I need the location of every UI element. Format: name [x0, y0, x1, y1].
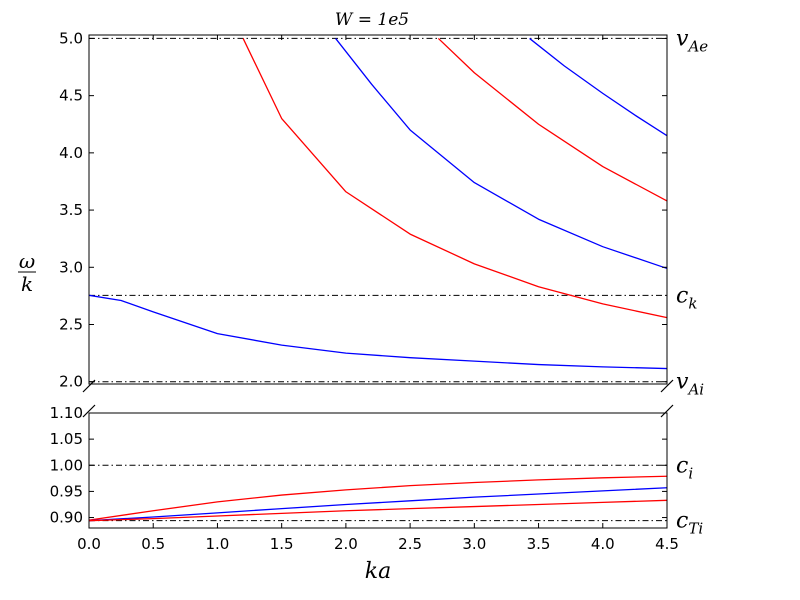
ref-label-sub: i [688, 464, 693, 482]
upper-ytick-label: 2.5 [59, 315, 83, 333]
upper-ytick-label: 3.5 [59, 201, 83, 219]
upper-panel: 2.0 2.5 3.0 3.5 4.0 4.5 5.0 [59, 29, 668, 391]
upper-panel-frame [88, 34, 668, 385]
lower-panel: 0.90 0.95 1.00 1.05 1.10 [50, 404, 668, 529]
ref-label-sub: Ti [688, 520, 703, 538]
series-line-1 [242, 38, 668, 319]
ref-label-sub: Ai [686, 381, 704, 399]
series-line-6 [88, 475, 668, 521]
ref-label-v-ae: vAe [676, 26, 708, 55]
lower-panel-frame [88, 412, 668, 529]
upper-ytick-label: 4.0 [59, 144, 83, 162]
lower-ytick-label: 0.90 [50, 509, 83, 527]
xtick-label: 2.5 [398, 535, 422, 553]
upper-ytick-label: 5.0 [59, 29, 83, 47]
ref-label-main: v [676, 370, 689, 395]
y-label-denominator: k [21, 272, 33, 296]
ref-label-c-k: ck [676, 283, 697, 312]
xtick-label: 4.5 [655, 535, 679, 553]
chart-title: W = 1e5 [335, 10, 409, 30]
y-axis-label: ω k [18, 249, 36, 296]
upper-ytick-label: 4.5 [59, 87, 83, 105]
lower-ytick-label: 1.00 [50, 456, 83, 474]
series-line-4 [529, 37, 668, 137]
xtick-label: 0.0 [77, 535, 101, 553]
lower-ytick-label: 1.05 [50, 430, 83, 448]
y-label-numerator: ω [19, 249, 35, 273]
ref-label-main: c [676, 509, 688, 534]
ref-label-c-ti: cTi [676, 509, 703, 538]
break-mark-left-top [82, 379, 96, 393]
ref-label-sub: Ae [686, 37, 708, 55]
ref-label-main: c [676, 453, 688, 478]
xtick-label: 1.0 [206, 535, 230, 553]
xtick-label: 4.0 [591, 535, 615, 553]
break-mark-right-bottom [660, 404, 674, 418]
xtick-label: 2.0 [334, 535, 358, 553]
series-line-5 [88, 294, 668, 370]
ref-label-v-ai: vAi [676, 370, 704, 399]
ref-label-main: v [676, 26, 689, 51]
xtick-label: 1.5 [270, 535, 294, 553]
axis-break-marks [82, 379, 674, 418]
x-axis-label: ka [365, 559, 391, 584]
ref-label-c-i: ci [676, 453, 693, 482]
xtick-label: 3.5 [527, 535, 551, 553]
series-line-8 [88, 499, 668, 522]
upper-ytick-label: 2.0 [59, 373, 83, 391]
break-mark-left-bottom [82, 404, 96, 418]
series-line-7 [88, 487, 668, 522]
series-line-2 [335, 38, 668, 270]
xtick-label: 0.5 [141, 535, 165, 553]
series-line-3 [437, 37, 668, 202]
xtick-label: 3.0 [462, 535, 486, 553]
lower-ytick-label: 0.95 [50, 482, 83, 500]
upper-ytick-label: 3.0 [59, 258, 83, 276]
lower-ytick-label: 1.10 [50, 404, 83, 422]
ref-label-sub: k [688, 294, 697, 312]
break-mark-right-top [660, 379, 674, 393]
ref-label-main: c [676, 283, 688, 308]
